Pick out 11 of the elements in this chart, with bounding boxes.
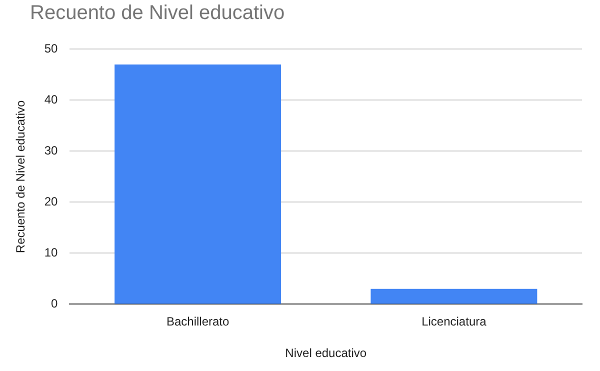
x-tick-label: Bachillerato [166, 314, 230, 329]
y-tick-label: 20 [44, 194, 58, 209]
y-tick-label: 0 [51, 296, 58, 311]
x-tick-label: Licenciatura [422, 314, 487, 329]
chart-title: Recuento de Nivel educativo [30, 2, 285, 25]
y-tick-label: 10 [44, 246, 58, 260]
x-axis-title: Nivel educativo [285, 346, 367, 360]
y-tick-label: 30 [44, 144, 58, 158]
y-tick-label: 40 [44, 92, 58, 107]
y-tick-label: 50 [44, 42, 58, 56]
y-axis-title: Recuento de Nivel educativo [14, 100, 28, 254]
